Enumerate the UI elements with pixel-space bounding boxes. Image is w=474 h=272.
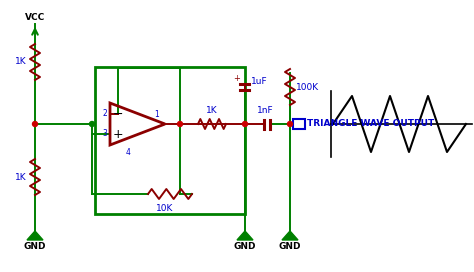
Text: 1uF: 1uF	[251, 78, 268, 86]
Circle shape	[288, 122, 292, 126]
Text: 1: 1	[155, 110, 159, 119]
Polygon shape	[237, 231, 253, 240]
Text: GND: GND	[279, 242, 301, 251]
Text: −: −	[113, 107, 123, 120]
Text: TRIANGLE WAVE OUTPUT: TRIANGLE WAVE OUTPUT	[307, 119, 434, 128]
Circle shape	[177, 122, 182, 126]
Circle shape	[33, 122, 37, 126]
Text: GND: GND	[234, 242, 256, 251]
Text: 4: 4	[126, 148, 130, 157]
Text: 3: 3	[102, 129, 107, 138]
Polygon shape	[282, 231, 298, 240]
Text: +: +	[233, 74, 240, 83]
Bar	[293, 119, 305, 129]
Text: VCC: VCC	[25, 13, 45, 22]
Text: 2: 2	[102, 110, 107, 119]
Text: +: +	[113, 128, 123, 141]
Text: 1nF: 1nF	[257, 106, 273, 115]
Text: 100K: 100K	[296, 82, 319, 91]
Polygon shape	[27, 231, 43, 240]
Text: GND: GND	[24, 242, 46, 251]
Text: 1K: 1K	[15, 57, 27, 66]
Text: 10K: 10K	[156, 204, 173, 213]
Text: 1K: 1K	[15, 172, 27, 181]
Bar	[95, 67, 245, 214]
Text: 1K: 1K	[206, 106, 218, 115]
Circle shape	[90, 122, 94, 126]
Circle shape	[243, 122, 247, 126]
